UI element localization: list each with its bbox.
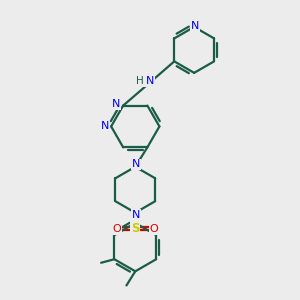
Text: N: N [146, 76, 154, 86]
Text: H: H [136, 76, 144, 86]
Text: O: O [150, 224, 158, 234]
Text: N: N [132, 210, 140, 220]
Text: N: N [112, 99, 120, 109]
Text: N: N [101, 122, 110, 131]
Text: N: N [132, 159, 140, 170]
Text: S: S [131, 222, 140, 236]
Text: O: O [112, 224, 121, 234]
Text: N: N [191, 21, 199, 31]
